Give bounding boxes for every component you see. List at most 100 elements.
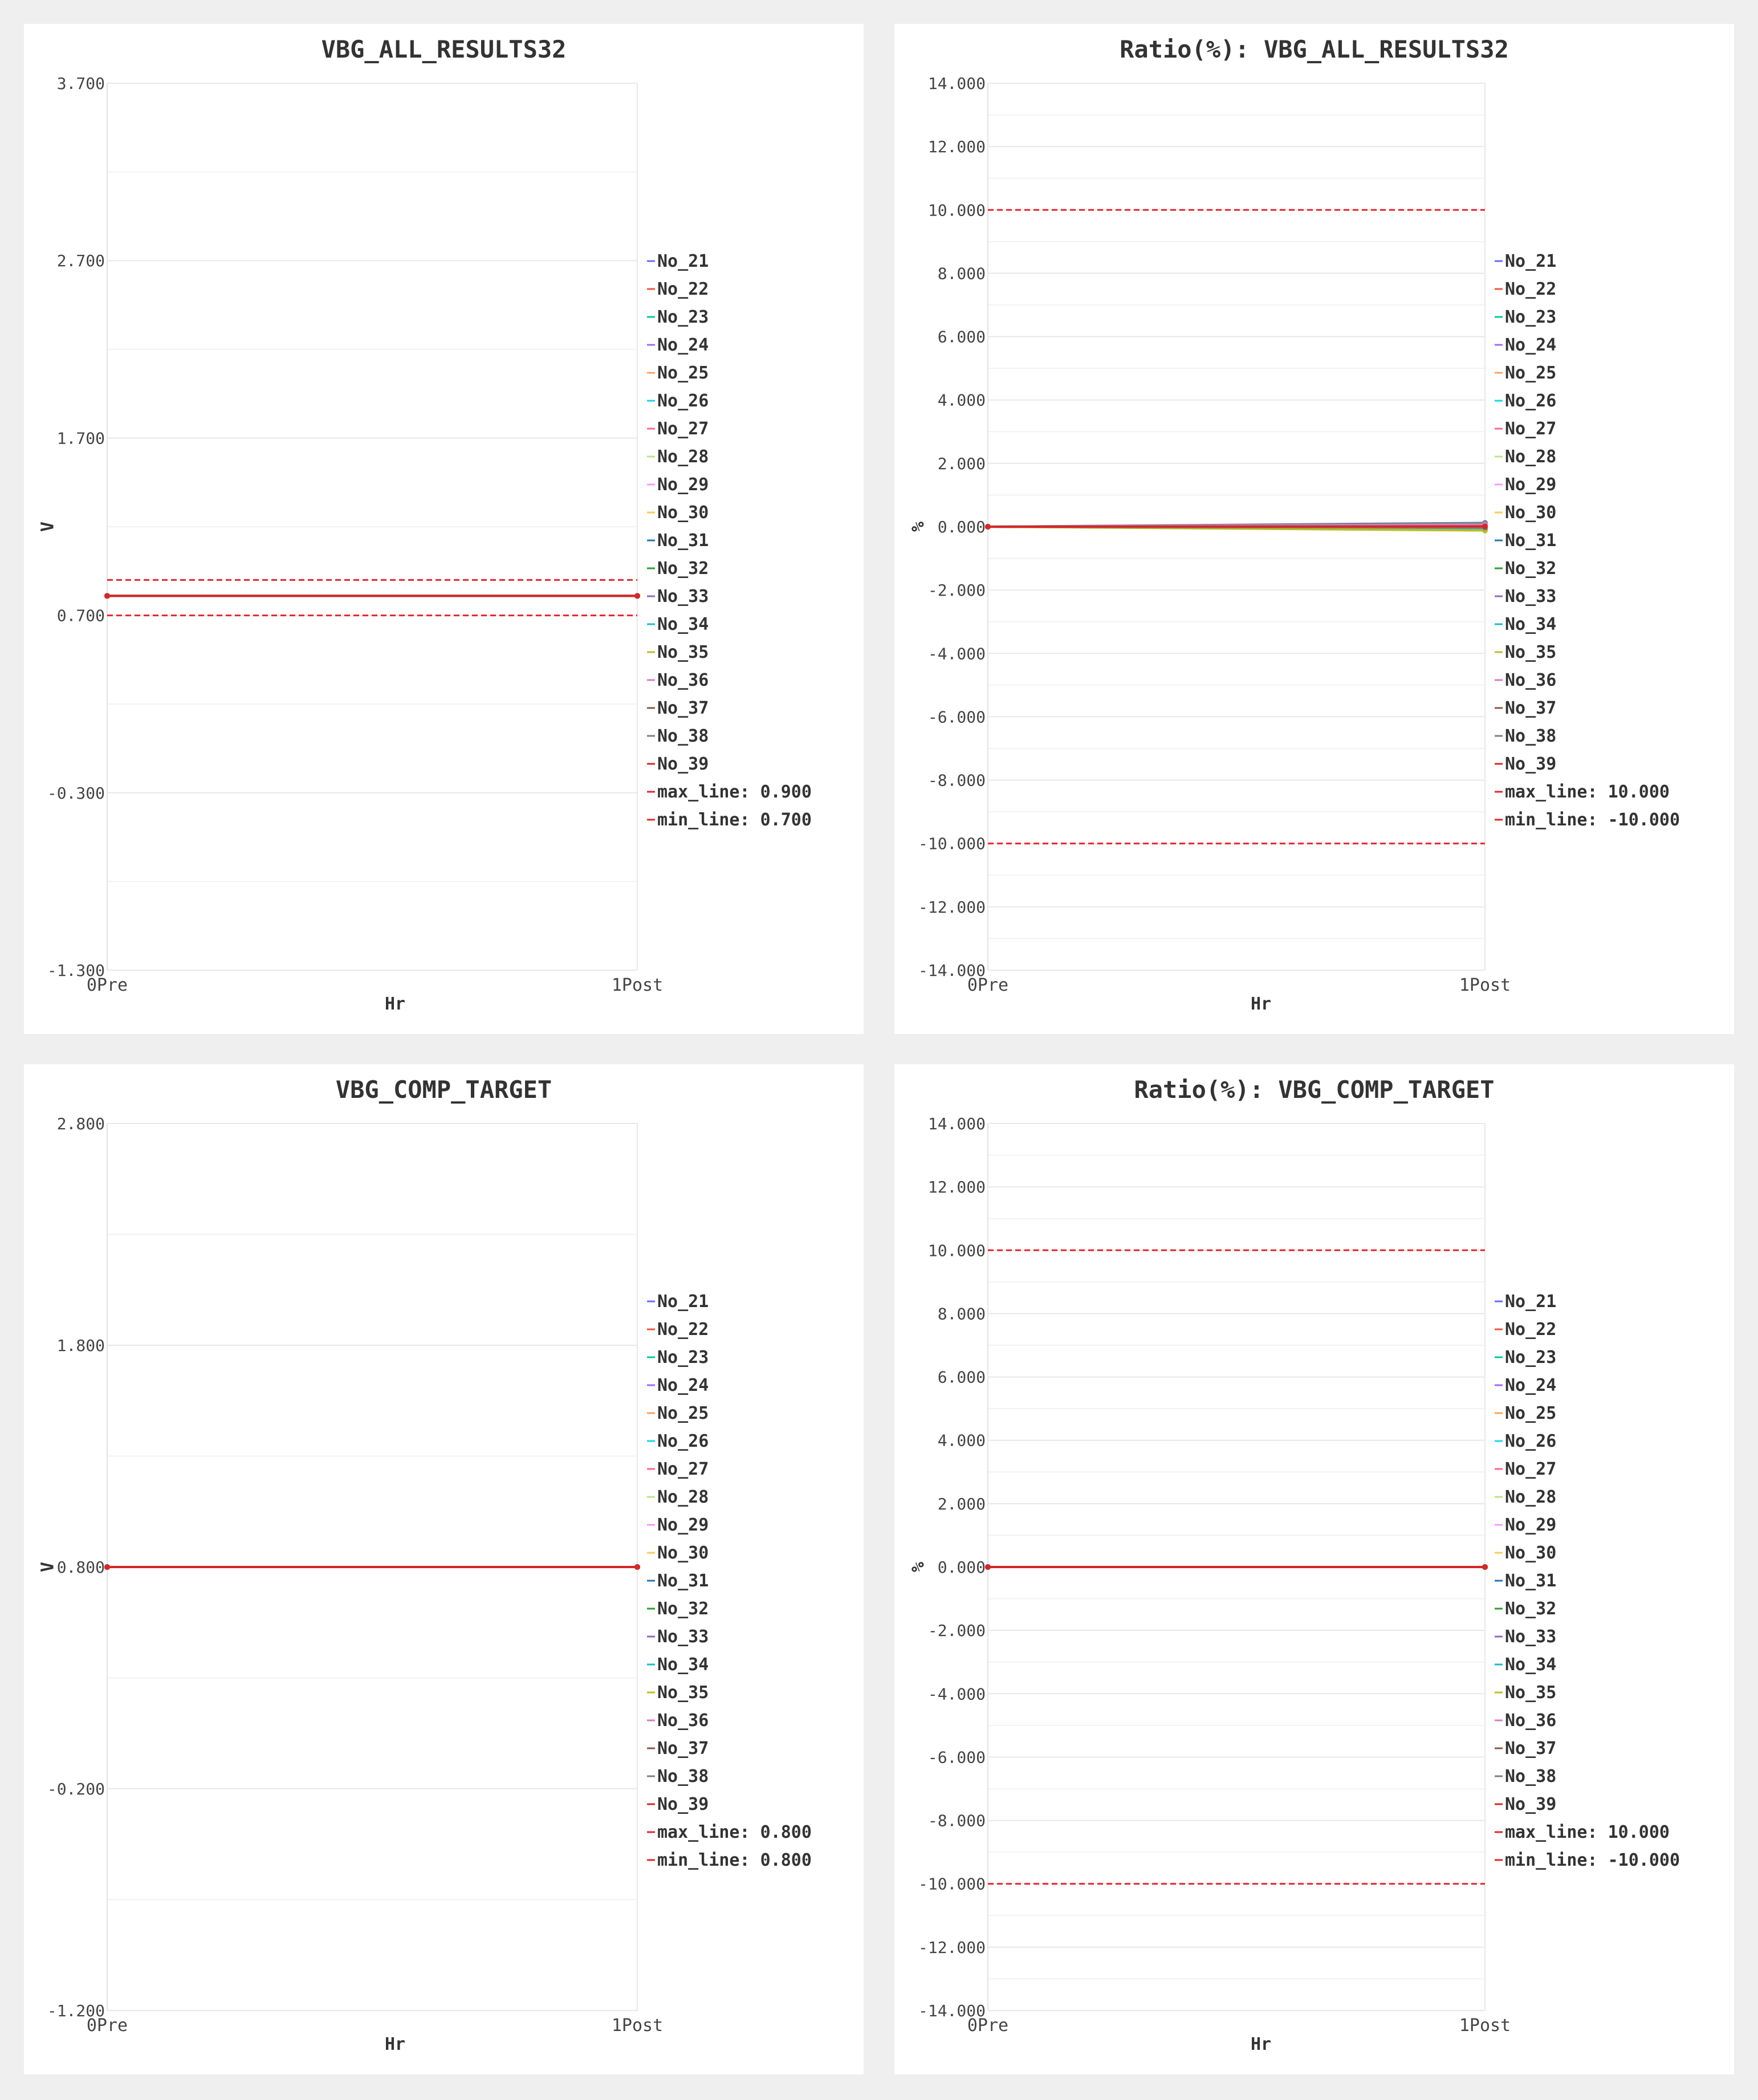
y-tick-label: -12.000	[918, 1938, 986, 1957]
chart-panel-vbg-comp-target: VBG_COMP_TARGET 2.800 1.800 0.800 -0.200 -1.…	[24, 1064, 864, 2074]
legend-entry: No_26	[1505, 1431, 1556, 1451]
legend-entry: No_35	[1505, 642, 1556, 662]
y-tick-label: -14.000	[918, 961, 986, 980]
legend-entry: No_37	[1505, 698, 1556, 718]
y-tick-label: -6.000	[928, 707, 986, 726]
y-tick-label: 3.700	[57, 74, 105, 93]
data-point	[104, 1564, 110, 1570]
y-tick-label: 0.800	[57, 1558, 105, 1577]
legend-entry: No_29	[657, 475, 709, 495]
y-axis-title: %	[908, 1561, 929, 1573]
y-tick-label: 2.700	[57, 251, 105, 270]
legend-entry: No_21	[1505, 1292, 1556, 1312]
legend-entry: No_27	[1505, 419, 1556, 439]
x-tick-label: 0Pre	[967, 2016, 1008, 2036]
legend-entry: No_21	[657, 251, 709, 271]
legend-entry: No_26	[657, 1431, 709, 1451]
chart-panel-vbg-all-results: VBG_ALL_RESULTS32 3.700 2.700 1.700 0.700 -0…	[24, 24, 864, 1034]
data-point	[104, 593, 110, 599]
legend-entry: No_25	[1505, 1403, 1556, 1423]
y-tick-label: -6.000	[928, 1748, 986, 1767]
x-axis-title: Hr	[1250, 994, 1272, 1014]
legend-entry: No_27	[657, 419, 709, 439]
y-tick-label: 0.000	[938, 518, 986, 536]
legend-entry: No_38	[657, 1767, 709, 1786]
legend-entry: No_26	[657, 391, 709, 411]
legend-entry: No_29	[1505, 475, 1556, 495]
chart-panel-ratio-comp-target: Ratio(%): VBG_COMP_TARGET 14.000 12.000 10…	[894, 1064, 1734, 2074]
legend-entry: No_39	[1505, 1794, 1556, 1814]
y-tick-label: -14.000	[918, 2001, 986, 2020]
legend-entry: No_30	[657, 503, 709, 523]
y-tick-label: 2.800	[57, 1114, 105, 1133]
legend-entry: No_24	[657, 1375, 709, 1395]
y-tick-label: -10.000	[918, 835, 986, 853]
legend-entry: No_36	[1505, 670, 1556, 690]
y-tick-label: 4.000	[938, 1431, 986, 1450]
x-axis-title: Hr	[1250, 2034, 1272, 2054]
legend-entry: No_39	[657, 754, 709, 774]
legend-entry: No_38	[1505, 1767, 1556, 1786]
legend-entry: No_31	[657, 531, 709, 551]
legend-entry: No_33	[657, 1627, 709, 1647]
legend-entry: No_38	[657, 726, 709, 746]
legend-entry: min_line: 0.700	[657, 810, 812, 830]
y-tick-label: -12.000	[918, 898, 986, 917]
data-point	[985, 1564, 991, 1570]
legend-entry: No_34	[1505, 614, 1556, 634]
x-tick-label: 1Post	[612, 2016, 663, 2036]
y-tick-label: 1.800	[57, 1336, 105, 1355]
legend-entry: min_line: -10.000	[1505, 810, 1680, 830]
legend-entry: No_37	[657, 698, 709, 718]
y-tick-label: 0.000	[938, 1558, 986, 1577]
y-tick-label: -2.000	[928, 581, 986, 600]
series-line	[987, 525, 1486, 528]
data-point	[1482, 1564, 1488, 1570]
legend-entry: min_line: -10.000	[1505, 1850, 1680, 1870]
chart-title: Ratio(%): VBG_ALL_RESULTS32	[1120, 35, 1509, 63]
y-tick-label: -0.200	[47, 1780, 105, 1798]
y-tick-label: 12.000	[928, 137, 986, 156]
legend-entry: No_31	[1505, 1571, 1556, 1591]
plot-svg[interactable]: 14.000 12.000 10.000 8.000 6.000 4.000 2.000 0.…	[894, 1064, 1734, 2074]
y-tick-label: -0.300	[47, 784, 105, 803]
legend-entry: No_29	[657, 1515, 709, 1535]
legend-entry: No_39	[1505, 754, 1556, 774]
legend-entry: No_21	[657, 1292, 709, 1312]
legend-entry: No_25	[657, 363, 709, 383]
x-tick-label: 1Post	[612, 975, 663, 995]
legend-entry: No_35	[657, 642, 709, 662]
y-tick-label: 8.000	[938, 1304, 986, 1323]
y-tick-label: 12.000	[928, 1178, 986, 1196]
y-tick-label: -1.300	[47, 961, 105, 980]
legend-entry: No_28	[1505, 1487, 1556, 1507]
y-tick-label: 6.000	[938, 328, 986, 347]
chart-panel-ratio-all-results: Ratio(%): VBG_ALL_RESULTS32 14.000 12.000…	[894, 24, 1734, 1034]
chart-title: Ratio(%): VBG_COMP_TARGET	[1134, 1076, 1495, 1104]
legend-entry: No_30	[657, 1543, 709, 1563]
legend-entry: No_27	[657, 1459, 709, 1479]
legend-entry: No_33	[1505, 1627, 1556, 1647]
legend-entry: max_line: 0.900	[657, 782, 812, 802]
legend-entry: No_33	[657, 587, 709, 607]
legend-entry: No_36	[1505, 1711, 1556, 1731]
x-tick-label: 0Pre	[87, 2016, 128, 2036]
plot-svg[interactable]: 14.000 12.000 10.000 8.000 6.000 4.000 2.000 0.…	[894, 24, 1734, 1034]
y-tick-label: -4.000	[928, 1684, 986, 1703]
legend-entry: min_line: 0.800	[657, 1850, 812, 1870]
legend-entry: No_37	[657, 1739, 709, 1759]
legend-entry: No_27	[1505, 1459, 1556, 1479]
data-point	[1482, 523, 1488, 530]
legend-entry: No_28	[657, 1487, 709, 1507]
legend-entry: No_36	[657, 670, 709, 690]
legend-entry: No_22	[1505, 279, 1556, 299]
legend-entry: No_23	[1505, 307, 1556, 327]
legend-entry: No_38	[1505, 726, 1556, 746]
y-tick-label: 14.000	[928, 74, 986, 93]
legend-entry: No_29	[1505, 1515, 1556, 1535]
legend-entry: No_31	[657, 1571, 709, 1591]
y-tick-label: 4.000	[938, 391, 986, 410]
data-point	[985, 524, 991, 530]
